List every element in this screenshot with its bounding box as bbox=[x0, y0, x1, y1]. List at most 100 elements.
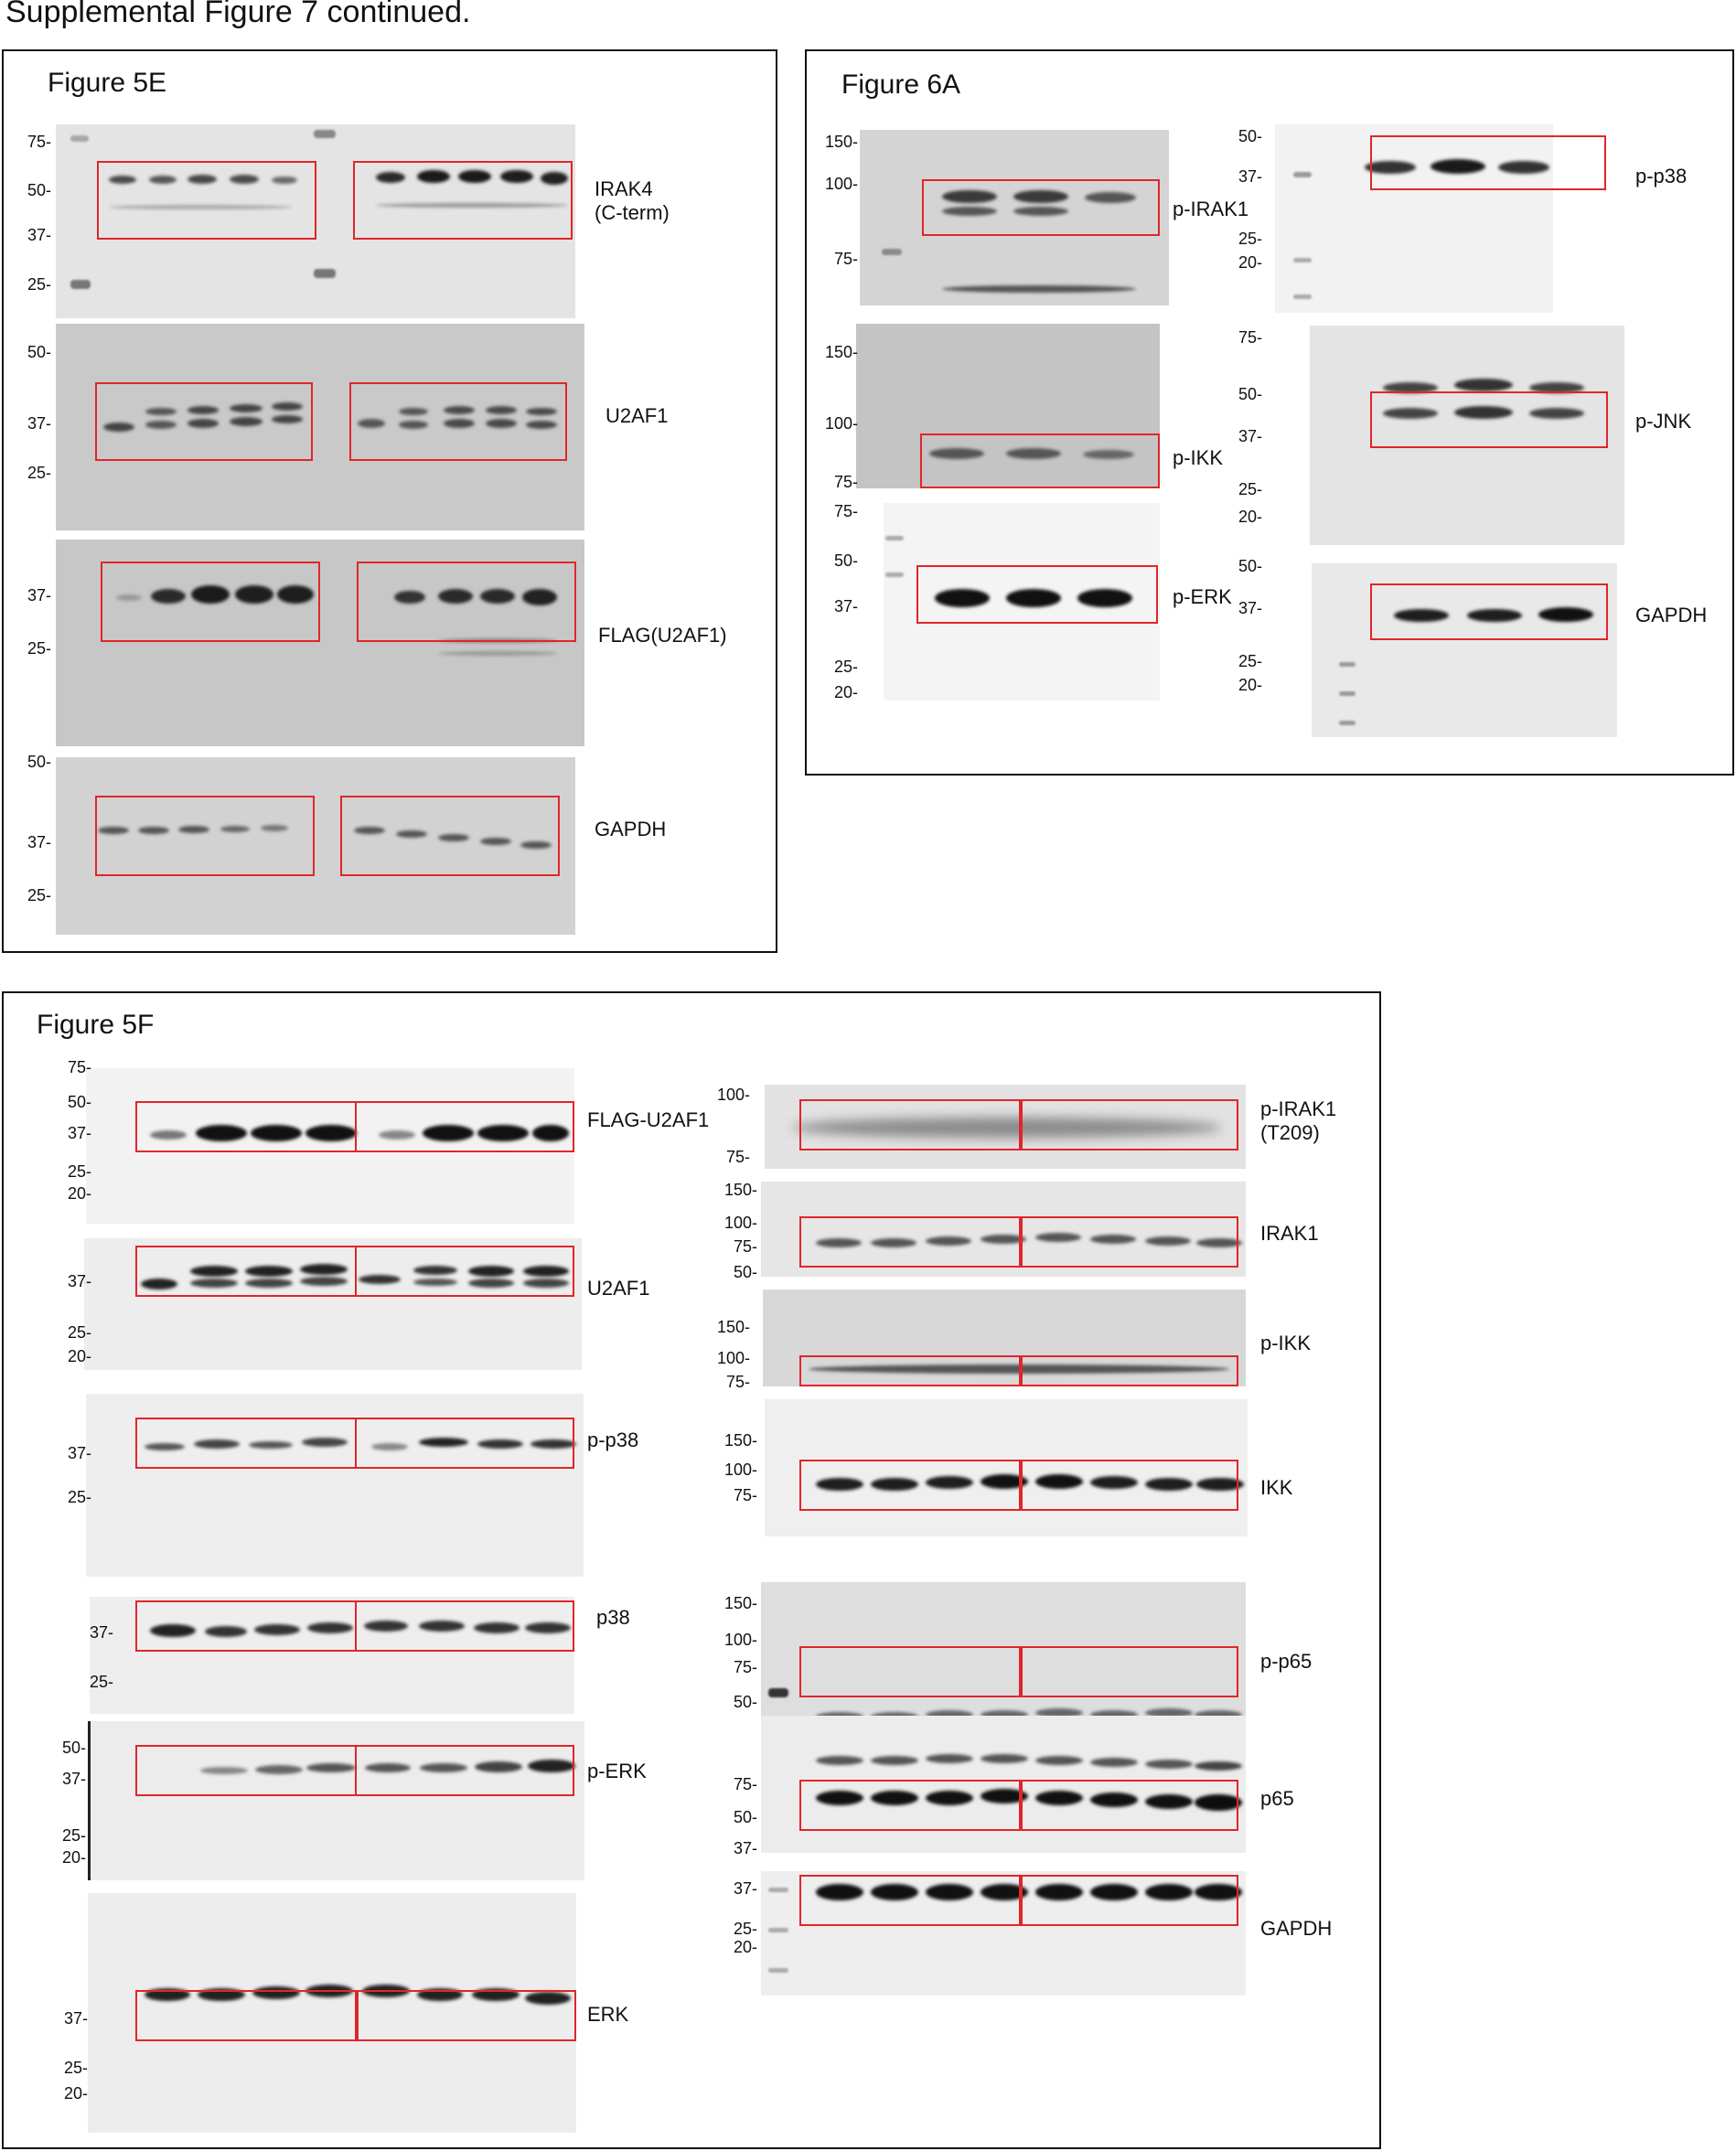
ladder-band bbox=[314, 130, 336, 138]
blot-band bbox=[1145, 1884, 1193, 1900]
blot-band bbox=[480, 589, 515, 604]
blot-band bbox=[520, 841, 552, 849]
roi-box bbox=[799, 1646, 1023, 1697]
blot-band bbox=[468, 1266, 514, 1277]
blot-band bbox=[235, 585, 273, 604]
blot-label: GAPDH bbox=[1635, 604, 1708, 626]
blot-band bbox=[1035, 1233, 1081, 1242]
roi-box bbox=[1019, 1875, 1238, 1926]
blot-band bbox=[307, 1622, 353, 1633]
blot-band bbox=[1006, 448, 1061, 459]
blot-band bbox=[145, 1443, 185, 1450]
blot-band bbox=[480, 838, 511, 845]
mw-marker: 20- bbox=[833, 683, 858, 701]
blot-band bbox=[376, 172, 405, 183]
mw-marker: 150- bbox=[723, 1431, 757, 1450]
blot-band bbox=[1454, 379, 1513, 391]
roi-box bbox=[349, 382, 567, 461]
ladder-band bbox=[768, 1928, 788, 1932]
blot-u2af1 bbox=[84, 1238, 582, 1370]
blot-band bbox=[1090, 1792, 1138, 1807]
roi-box bbox=[355, 1418, 574, 1469]
mw-marker: 50- bbox=[27, 753, 51, 771]
figure-5f-panel: Figure 5F 75- 50- 37- 25- 20- FLAG-U2AF1… bbox=[2, 991, 1381, 2149]
blot-label: IRAK4 (C-term) bbox=[595, 177, 670, 224]
roi-box bbox=[340, 796, 560, 876]
roi-box bbox=[922, 179, 1160, 236]
figure-6a-title: Figure 6A bbox=[841, 70, 961, 100]
ladder-band bbox=[768, 1888, 788, 1892]
mw-marker: 20- bbox=[1238, 676, 1262, 694]
mw-marker: 37- bbox=[27, 586, 51, 605]
blot-band bbox=[981, 1235, 1026, 1244]
blot-band bbox=[252, 1986, 300, 1999]
mw-marker: 25- bbox=[1238, 480, 1262, 498]
roi-box bbox=[355, 1745, 574, 1796]
mw-marker: 25- bbox=[89, 1673, 113, 1691]
blot-band bbox=[149, 176, 177, 184]
blot-band bbox=[1538, 607, 1593, 622]
blot-band bbox=[194, 1439, 240, 1449]
mw-marker: 20- bbox=[67, 1347, 91, 1365]
mw-marker: 75- bbox=[725, 1373, 750, 1391]
mw-marker: 37- bbox=[67, 1444, 91, 1462]
blot-band bbox=[816, 1756, 863, 1765]
blot-band bbox=[525, 1992, 571, 2005]
blot-band bbox=[98, 827, 129, 834]
blot-band bbox=[477, 1439, 523, 1449]
blot-p-erk bbox=[884, 503, 1160, 701]
blot-band bbox=[942, 190, 997, 203]
blot-band bbox=[200, 1767, 248, 1774]
blot-band bbox=[1383, 382, 1438, 393]
blot-label: IKK bbox=[1260, 1476, 1293, 1499]
blot-band bbox=[942, 285, 1136, 293]
blot-label: p-IKK bbox=[1173, 446, 1224, 469]
blot-band bbox=[305, 1125, 357, 1141]
mw-marker: 100- bbox=[824, 175, 858, 193]
blot-band bbox=[190, 1279, 238, 1288]
blot-band bbox=[926, 1791, 973, 1805]
blot-p-p38 bbox=[86, 1394, 584, 1577]
mw-marker: 50- bbox=[833, 551, 858, 570]
blot-flag-u2af1 bbox=[86, 1068, 574, 1224]
mw-marker: 37- bbox=[67, 1124, 91, 1142]
blot-band bbox=[230, 404, 263, 412]
blot-band bbox=[1035, 1884, 1083, 1900]
mw-marker: 37- bbox=[63, 2009, 88, 2028]
blot-band bbox=[358, 419, 385, 428]
mw-marker: 100- bbox=[824, 414, 858, 433]
blot-band bbox=[1006, 589, 1061, 607]
mw-marker: 37- bbox=[833, 597, 858, 615]
mw-marker: 75- bbox=[1238, 328, 1262, 347]
blot-band bbox=[438, 834, 469, 841]
blot-band bbox=[394, 591, 425, 604]
roi-box bbox=[135, 1600, 357, 1652]
mw-marker: 37- bbox=[27, 414, 51, 433]
blot-band bbox=[1077, 589, 1132, 607]
blot-irak1 bbox=[761, 1182, 1246, 1277]
blot-p-irak1 bbox=[860, 130, 1169, 305]
blot-band bbox=[871, 1791, 918, 1805]
blot-band bbox=[926, 1236, 971, 1246]
blot-label: p-ERK bbox=[1173, 585, 1232, 608]
mw-marker: 25- bbox=[27, 464, 51, 482]
blot-band bbox=[188, 419, 219, 428]
blot-band bbox=[196, 1125, 247, 1141]
mw-marker: 37- bbox=[67, 1272, 91, 1290]
blot-band bbox=[245, 1279, 293, 1288]
mw-marker: 50- bbox=[27, 181, 51, 199]
blot-band bbox=[792, 1118, 1222, 1138]
blot-label: ERK bbox=[587, 2003, 629, 2026]
blot-band bbox=[477, 1125, 529, 1141]
roi-box bbox=[135, 1990, 357, 2041]
blot-label: IRAK1 bbox=[1260, 1222, 1319, 1245]
blot-band bbox=[1195, 1794, 1242, 1811]
mw-marker: 75- bbox=[833, 250, 858, 268]
mw-marker: 150- bbox=[824, 343, 858, 361]
blot-p-erk bbox=[88, 1721, 584, 1880]
blot-band bbox=[272, 177, 297, 184]
mw-marker: 75- bbox=[733, 1237, 757, 1256]
roi-box bbox=[1019, 1099, 1238, 1150]
blot-band bbox=[1431, 159, 1485, 174]
mw-marker: 25- bbox=[733, 1920, 757, 1938]
